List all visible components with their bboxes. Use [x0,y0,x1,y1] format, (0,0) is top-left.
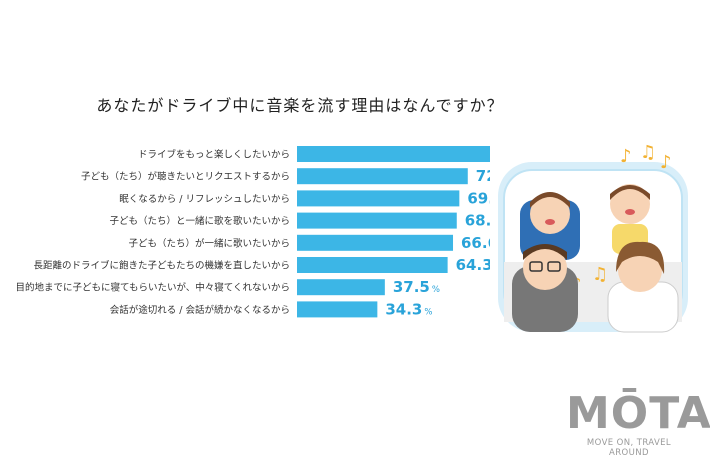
bar [297,234,454,251]
value-number: 66.6 [461,234,490,252]
category-label: 目的地までに子どもに寝てもらいたいが、中々寝てくれないから [15,282,290,294]
bar [297,279,385,296]
music-note-icon: ♫ [640,142,656,163]
category-label: 子ども（たち）が一緒に歌いたいから [128,237,290,249]
value-unit: % [424,307,432,317]
category-label: 子ども（たち）が聴きたいとリクエストするから [81,171,290,183]
family-car-illustration: ♪ ♫ ♪ ♪ ♫ [498,142,688,333]
mother-passenger [607,241,679,333]
music-note-icon: ♪ [620,146,632,167]
category-label: 長距離のドライブに飽きた子どもたちの機嫌を直したいから [33,260,290,272]
category-label: 子ども（たち）と一緒に歌を歌いたいから [109,215,290,227]
bar [297,146,490,162]
category-label: ドライブをもっと楽しくしたいから [138,149,290,161]
value-unit: % [432,285,440,295]
bar [297,190,460,207]
child-left [520,192,580,260]
music-note-icon: ♪ [660,152,672,173]
value-label: 69.3% [467,189,490,207]
bar [297,212,457,229]
brand-tagline: MOVE ON, TRAVEL AROUND [586,438,672,458]
brand-logo: MŌTA MOVE ON, TRAVEL AROUND [566,388,710,459]
value-label: 34.3% [385,300,432,318]
value-number: 69.3 [467,189,490,207]
brand-name: MŌTA [566,388,710,439]
bar [297,301,378,318]
father-driver [512,244,578,332]
value-label: 68.2% [465,212,490,230]
value-label: 66.6% [461,234,490,252]
value-number: 34.3 [385,300,422,318]
value-number: 72.9 [476,167,490,185]
value-number: 68.2 [465,212,490,230]
value-number: 37.5 [393,278,430,296]
value-label: 72.9% [476,167,490,185]
value-label: 37.5% [393,278,440,296]
bar-chart: ドライブをもっと楽しくしたいから90.5%子ども（たち）が聴きたいとリクエストす… [15,146,490,318]
value-label: 64.3% [456,256,490,274]
bar [297,168,468,185]
music-note-icon: ♫ [592,264,608,285]
category-label: 会話が途切れる / 会話が続かなくなるから [110,304,290,316]
bar [297,257,448,273]
category-label: 眠くなるから / リフレッシュしたいから [119,194,290,205]
chart-title: あなたがドライブ中に音楽を流す理由はなんですか？ [96,96,504,115]
value-number: 64.3 [456,256,490,274]
